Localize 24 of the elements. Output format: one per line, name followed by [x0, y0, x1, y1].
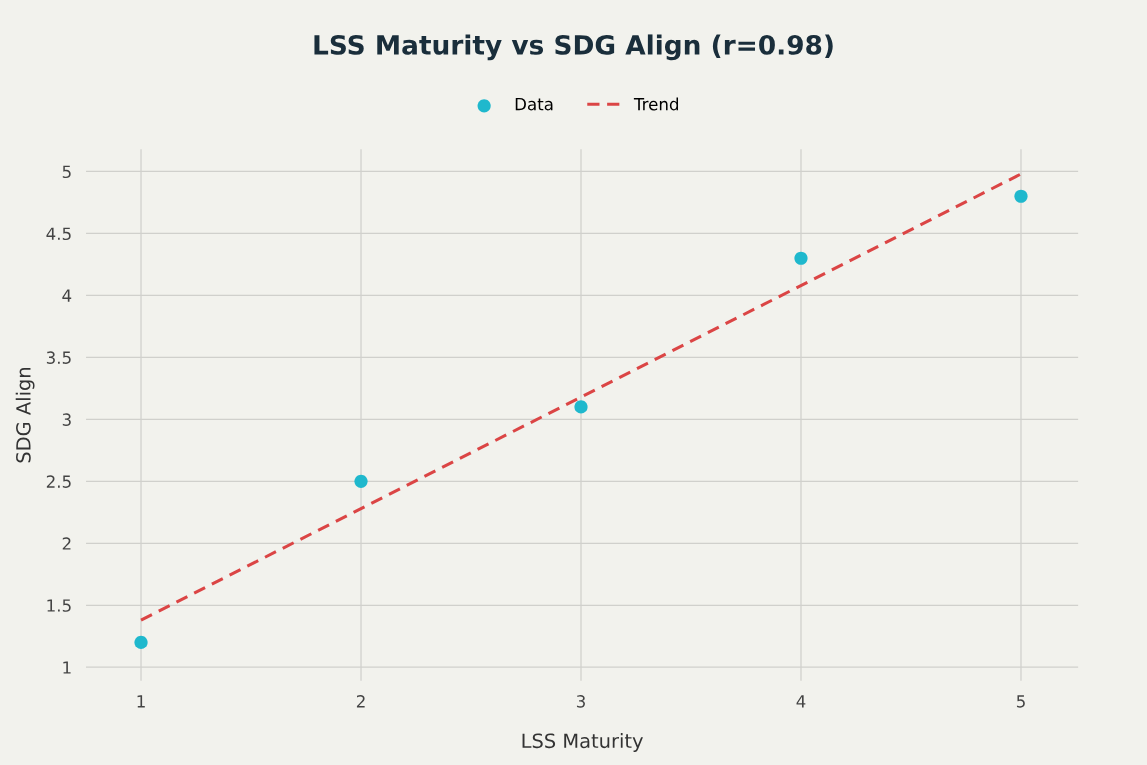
y-tick-label: 4.5: [46, 227, 71, 241]
y-tick-label: 1.5: [47, 599, 71, 612]
point: [354, 474, 368, 488]
point: [1014, 189, 1028, 203]
y-tick-label: 4: [62, 289, 72, 302]
x-tick-label: 5: [1016, 695, 1025, 708]
point: [134, 635, 148, 650]
y-tick-label: 2.5: [46, 475, 71, 488]
y-tick-label: 1: [63, 661, 71, 674]
y-tick-label: 2: [62, 537, 71, 550]
point: [794, 251, 808, 265]
x-tick-label: 4: [796, 695, 806, 708]
y-tick-label: 5: [62, 165, 71, 179]
x-tick-label: 1: [137, 695, 145, 708]
y-tick-label: 3: [62, 413, 71, 426]
x-tick-label: 3: [576, 695, 585, 708]
x-tick-label: 2: [356, 695, 365, 708]
legend-label: Data: [515, 98, 553, 111]
y-tick-label: 3.5: [46, 351, 71, 364]
y-axis-title: SDG Align: [15, 367, 35, 463]
point: [574, 400, 588, 414]
x-axis-title: LSS Maturity: [522, 733, 643, 752]
chart-title: LSS Maturity vs SDG Align (r=0.98): [314, 34, 833, 61]
legend-label: Trend: [633, 97, 679, 111]
